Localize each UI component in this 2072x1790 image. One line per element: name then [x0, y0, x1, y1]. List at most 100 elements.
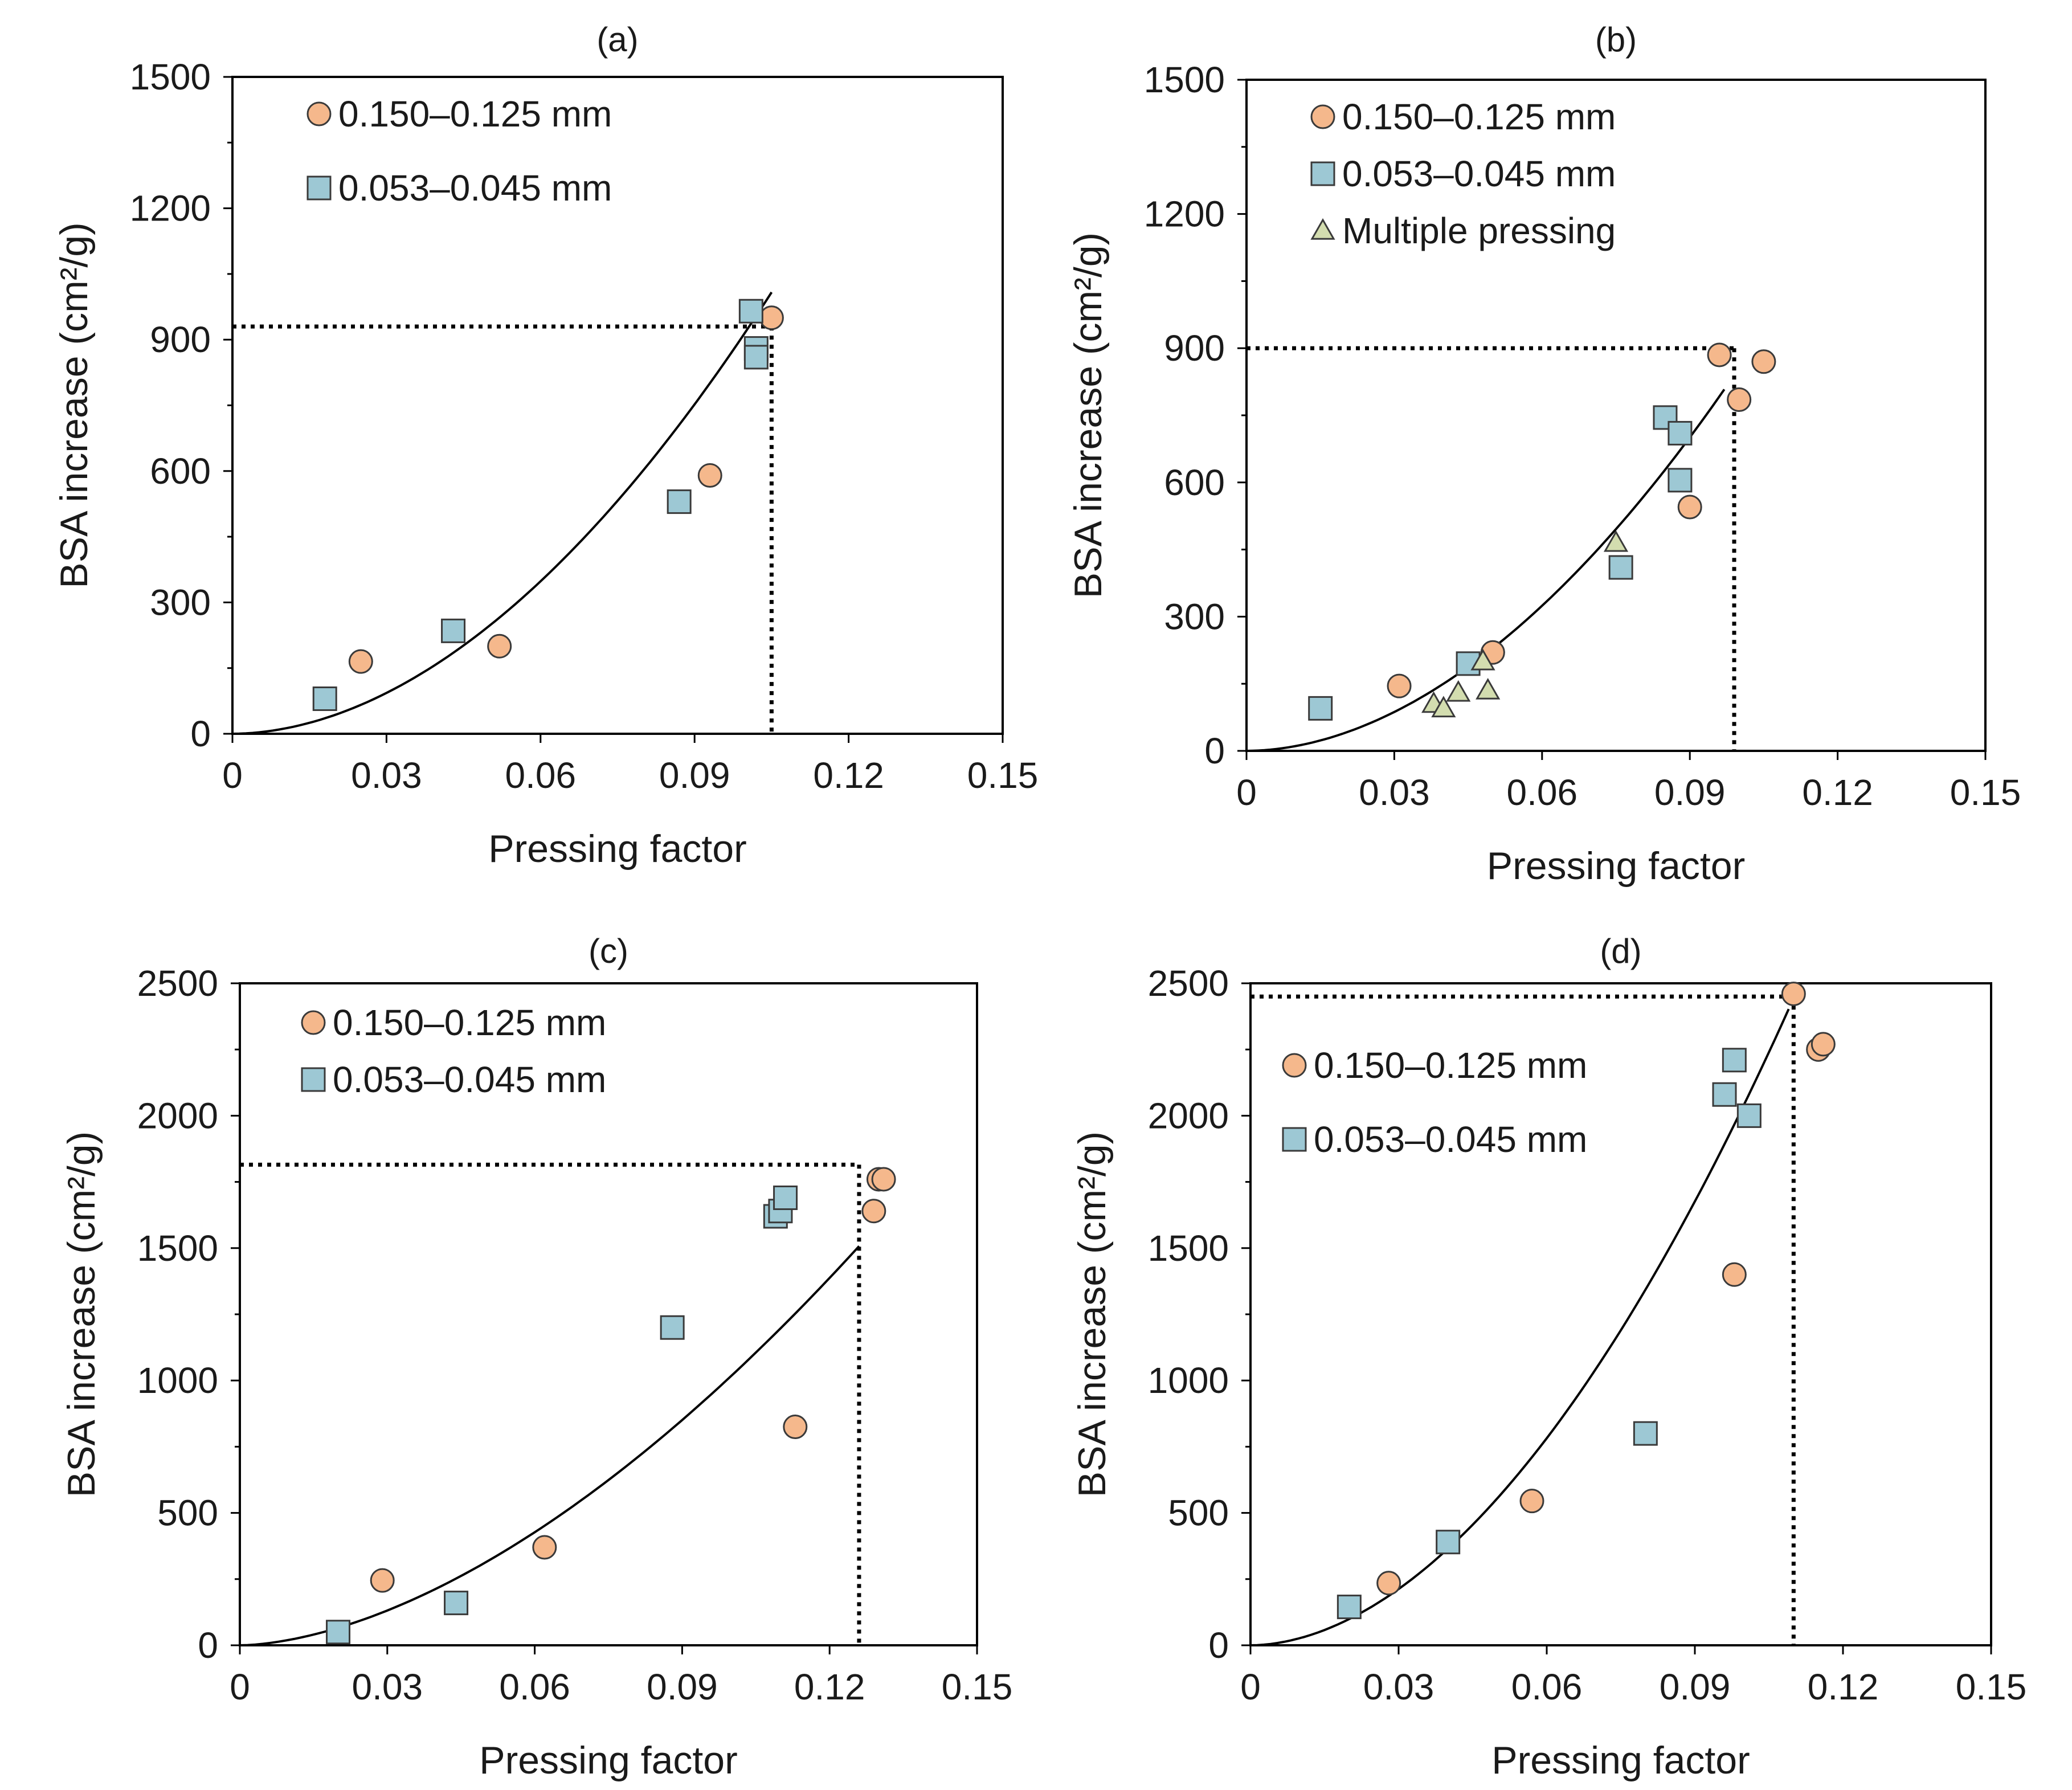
panel-b-point-triangle: [1603, 530, 1629, 552]
panel-a-title: (a): [596, 21, 638, 59]
panel-c-point-circle: [532, 1535, 557, 1560]
panel-b-point-square: [1608, 555, 1633, 580]
panel-a-point-circle: [348, 649, 373, 674]
panel-d-y-tick-label: 0: [1208, 1625, 1229, 1666]
panel-d-point-circle: [1722, 1262, 1747, 1287]
panel-c-y-axis-label: BSA increase (cm²/g): [60, 1131, 103, 1497]
panel-b-legend-marker-square: [1310, 161, 1335, 186]
panel-b-point-square: [1668, 420, 1693, 446]
panel-b-x-tick-label: 0.03: [1359, 772, 1430, 813]
panel-d-x-axis-label: Pressing factor: [1491, 1739, 1750, 1782]
panel-c-x-tick-label: 0.09: [647, 1666, 718, 1707]
panel-d-point-circle: [1519, 1489, 1544, 1514]
panel-d-legend-label: 0.150–0.125 mm: [1314, 1045, 1587, 1086]
panel-b-x-tick-label: 0.06: [1507, 772, 1578, 813]
panel-a-x-tick-label: 0.03: [351, 755, 422, 796]
panel-d-x-tick-label: 0: [1240, 1666, 1261, 1707]
panel-b-legend-label: 0.150–0.125 mm: [1342, 96, 1616, 137]
panel-b-x-tick-label: 0: [1236, 772, 1257, 813]
panel-c-legend-marker-circle: [301, 1010, 326, 1035]
panel-b-x-tick-label: 0.09: [1654, 772, 1726, 813]
panel-a-legend-marker-square: [306, 175, 332, 201]
panel-c-point-square: [660, 1315, 685, 1340]
panel-c-point-square: [444, 1591, 469, 1616]
panel-b-point-circle: [1727, 387, 1752, 412]
panel-c-point-square: [773, 1185, 798, 1210]
panel-b-point-triangle: [1476, 677, 1501, 700]
panel-d-point-square: [1736, 1103, 1762, 1128]
panel-a-y-tick-label: 1500: [130, 56, 211, 97]
panel-b-y-tick-label: 0: [1204, 730, 1225, 771]
panel-d-point-square: [1337, 1595, 1362, 1620]
panel-b-point-triangle: [1431, 696, 1456, 718]
panel-c-y-tick-label: 0: [198, 1625, 218, 1666]
panel-d-y-tick-label: 1000: [1148, 1360, 1229, 1401]
panel-a-x-tick-label: 0.09: [659, 755, 730, 796]
panel-b-legend-label: 0.053–0.045 mm: [1342, 153, 1616, 194]
panel-d-x-tick-label: 0.06: [1511, 1666, 1583, 1707]
panel-c-x-tick-label: 0.03: [352, 1666, 423, 1707]
panel-c-y-tick-label: 500: [157, 1493, 218, 1534]
panel-d-x-tick-label: 0.15: [1956, 1666, 2027, 1707]
panel-b-point-square: [1668, 468, 1693, 493]
panel-a-point-square: [743, 345, 769, 370]
panel-a-point-square: [738, 299, 763, 324]
panel-a-point-square: [667, 489, 692, 514]
panel-b-y-tick-label: 900: [1164, 328, 1225, 369]
panel-a-y-tick-label: 600: [150, 451, 211, 492]
panel-c-title: (c): [589, 932, 628, 970]
panel-c-y-tick-label: 1500: [137, 1228, 218, 1269]
panel-b-point-circle: [1677, 495, 1702, 520]
panel-b-x-tick-label: 0.15: [1950, 772, 2021, 813]
panel-a-legend-label: 0.053–0.045 mm: [338, 167, 612, 209]
panel-a-x-tick-label: 0.15: [967, 755, 1039, 796]
panel-d-y-tick-label: 2500: [1148, 963, 1229, 1004]
panel-a-point-circle: [697, 463, 722, 488]
panel-d-y-tick-label: 1500: [1148, 1228, 1229, 1269]
panel-d-legend-label: 0.053–0.045 mm: [1314, 1119, 1587, 1160]
panel-d: (d) 0 500 1000 1500 2000 2500 0 0.03 0.06 0.09 0.12…: [1070, 932, 2026, 1782]
panel-a-point-square: [441, 618, 466, 643]
panel-c: (c) 0 500 1000 1500 2000 2500 0 0.03 0.06 0.09 0.12…: [60, 932, 1012, 1782]
panel-b-x-tick-label: 0.12: [1802, 772, 1873, 813]
panel-a-fit-curve: [232, 291, 773, 735]
panel-a-x-axis-label: Pressing factor: [488, 827, 747, 871]
panel-d-fit-curve: [1250, 1008, 1790, 1646]
panel-a-y-tick-label: 900: [150, 319, 211, 360]
panel-d-title: (d): [1600, 932, 1641, 970]
panel-c-x-tick-label: 0.12: [794, 1666, 865, 1707]
panel-b-point-circle: [1751, 349, 1776, 374]
panel-b-title: (b): [1595, 21, 1637, 59]
panel-a-point-circle: [759, 305, 784, 330]
panel-d-point-circle: [1376, 1571, 1401, 1596]
panel-a-x-tick-label: 0.12: [813, 755, 884, 796]
panel-d-legend-marker-circle: [1282, 1053, 1307, 1078]
panel-b-point-triangle: [1446, 680, 1471, 702]
panel-b-legend-label: Multiple pressing: [1342, 210, 1616, 251]
panel-c-fit-curve: [239, 1245, 860, 1646]
panel-a-y-tick-label: 1200: [130, 188, 211, 229]
panel-b-y-axis-label: BSA increase (cm²/g): [1066, 232, 1110, 598]
panel-b-legend-marker-circle: [1310, 104, 1335, 129]
panel-d-point-circle: [1781, 982, 1806, 1007]
panel-b-point-square: [1308, 696, 1333, 721]
panel-d-x-tick-label: 0.03: [1363, 1666, 1435, 1707]
panel-b-y-tick-label: 1500: [1144, 59, 1225, 100]
panel-d-point-square: [1712, 1082, 1737, 1107]
panel-c-point-circle: [861, 1199, 886, 1224]
panel-c-point-circle: [783, 1415, 808, 1440]
panel-c-y-tick-label: 1000: [137, 1360, 218, 1401]
panel-d-point-square: [1722, 1048, 1747, 1073]
panel-a-legend-marker-circle: [306, 101, 332, 126]
panel-c-x-tick-label: 0.15: [942, 1666, 1013, 1707]
panel-d-y-tick-label: 500: [1168, 1493, 1229, 1534]
panel-a-y-axis-label: BSA increase (cm²/g): [52, 222, 96, 588]
panel-c-legend-label: 0.053–0.045 mm: [333, 1059, 606, 1100]
panel-b-legend-marker-triangle: [1310, 218, 1335, 240]
panel-b-point-circle: [1707, 342, 1732, 367]
panel-c-point-circle: [370, 1568, 395, 1593]
panel-a-legend-label: 0.150–0.125 mm: [338, 93, 612, 134]
panel-d-point-square: [1436, 1530, 1461, 1555]
panel-b-point-circle: [1387, 673, 1412, 698]
